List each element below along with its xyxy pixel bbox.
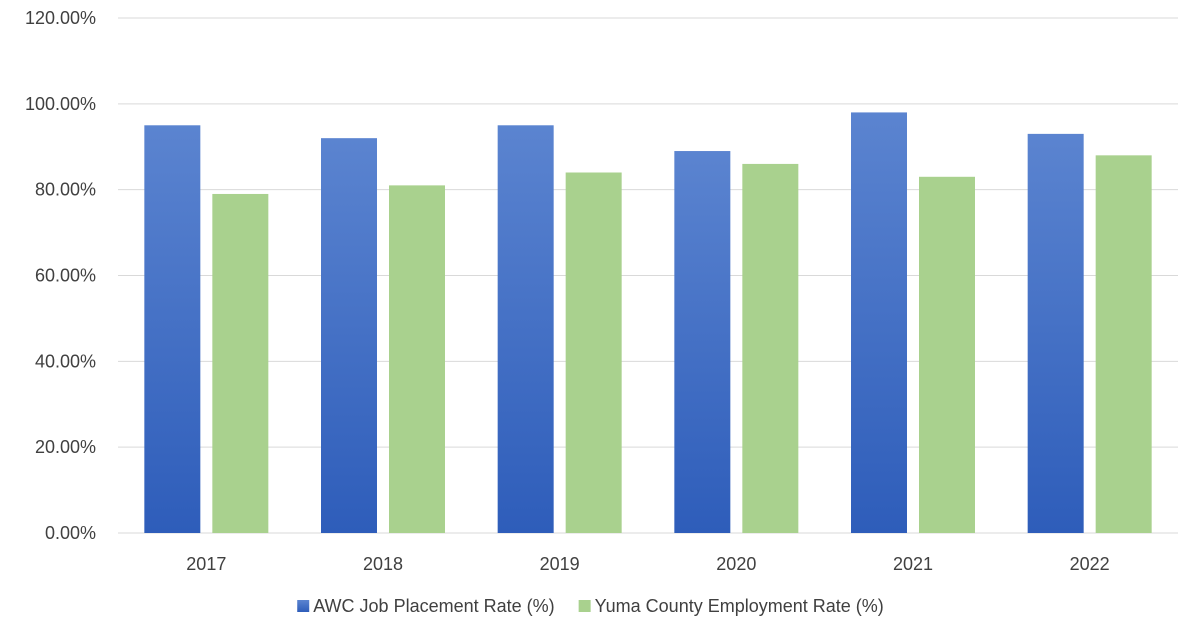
y-tick-label: 40.00% — [35, 351, 96, 371]
y-tick-label: 20.00% — [35, 437, 96, 457]
bar-awc-job-placement-2021 — [851, 112, 907, 534]
y-tick-label: 80.00% — [35, 180, 96, 200]
y-axis-tick-labels: 0.00% 20.00% 40.00% 60.00% 80.00% 100.00% 120.… — [25, 8, 96, 543]
bar-awc-job-placement-2019 — [497, 125, 554, 534]
x-tick-label: 2017 — [186, 554, 226, 574]
bar-yuma-employment-2021 — [919, 176, 975, 533]
x-tick-label: 2018 — [363, 554, 403, 574]
legend-swatch — [578, 600, 591, 612]
bar-awc-job-placement-2020 — [674, 151, 731, 533]
legend-label: Yuma County Employment Rate (%) — [595, 596, 884, 616]
y-tick-label: 120.00% — [25, 8, 96, 28]
x-tick-label: 2022 — [1070, 554, 1110, 574]
y-tick-label: 60.00% — [35, 266, 96, 286]
bar-yuma-employment-2020 — [742, 163, 799, 533]
x-tick-label: 2019 — [540, 554, 580, 574]
bar-yuma-employment-2017 — [212, 193, 269, 534]
y-tick-label: 100.00% — [25, 94, 96, 114]
legend-label: AWC Job Placement Rate (%) — [313, 596, 554, 616]
gridlines — [118, 17, 1178, 534]
legend: AWC Job Placement Rate (%) Yuma County Em… — [297, 596, 884, 616]
x-axis-tick-labels: 2017 2018 2019 2020 2021 2022 — [186, 554, 1109, 574]
bar-yuma-employment-2022 — [1095, 155, 1152, 534]
bar-yuma-employment-2019 — [565, 172, 622, 533]
bars — [144, 112, 1152, 534]
legend-swatch — [297, 600, 310, 612]
bar-awc-job-placement-2022 — [1027, 133, 1084, 533]
y-tick-label: 0.00% — [45, 523, 96, 543]
bar-awc-job-placement-2018 — [321, 138, 377, 533]
bar-yuma-employment-2018 — [389, 185, 445, 533]
x-tick-label: 2021 — [893, 554, 933, 574]
x-tick-label: 2020 — [716, 554, 756, 574]
bar-awc-job-placement-2017 — [144, 125, 201, 534]
